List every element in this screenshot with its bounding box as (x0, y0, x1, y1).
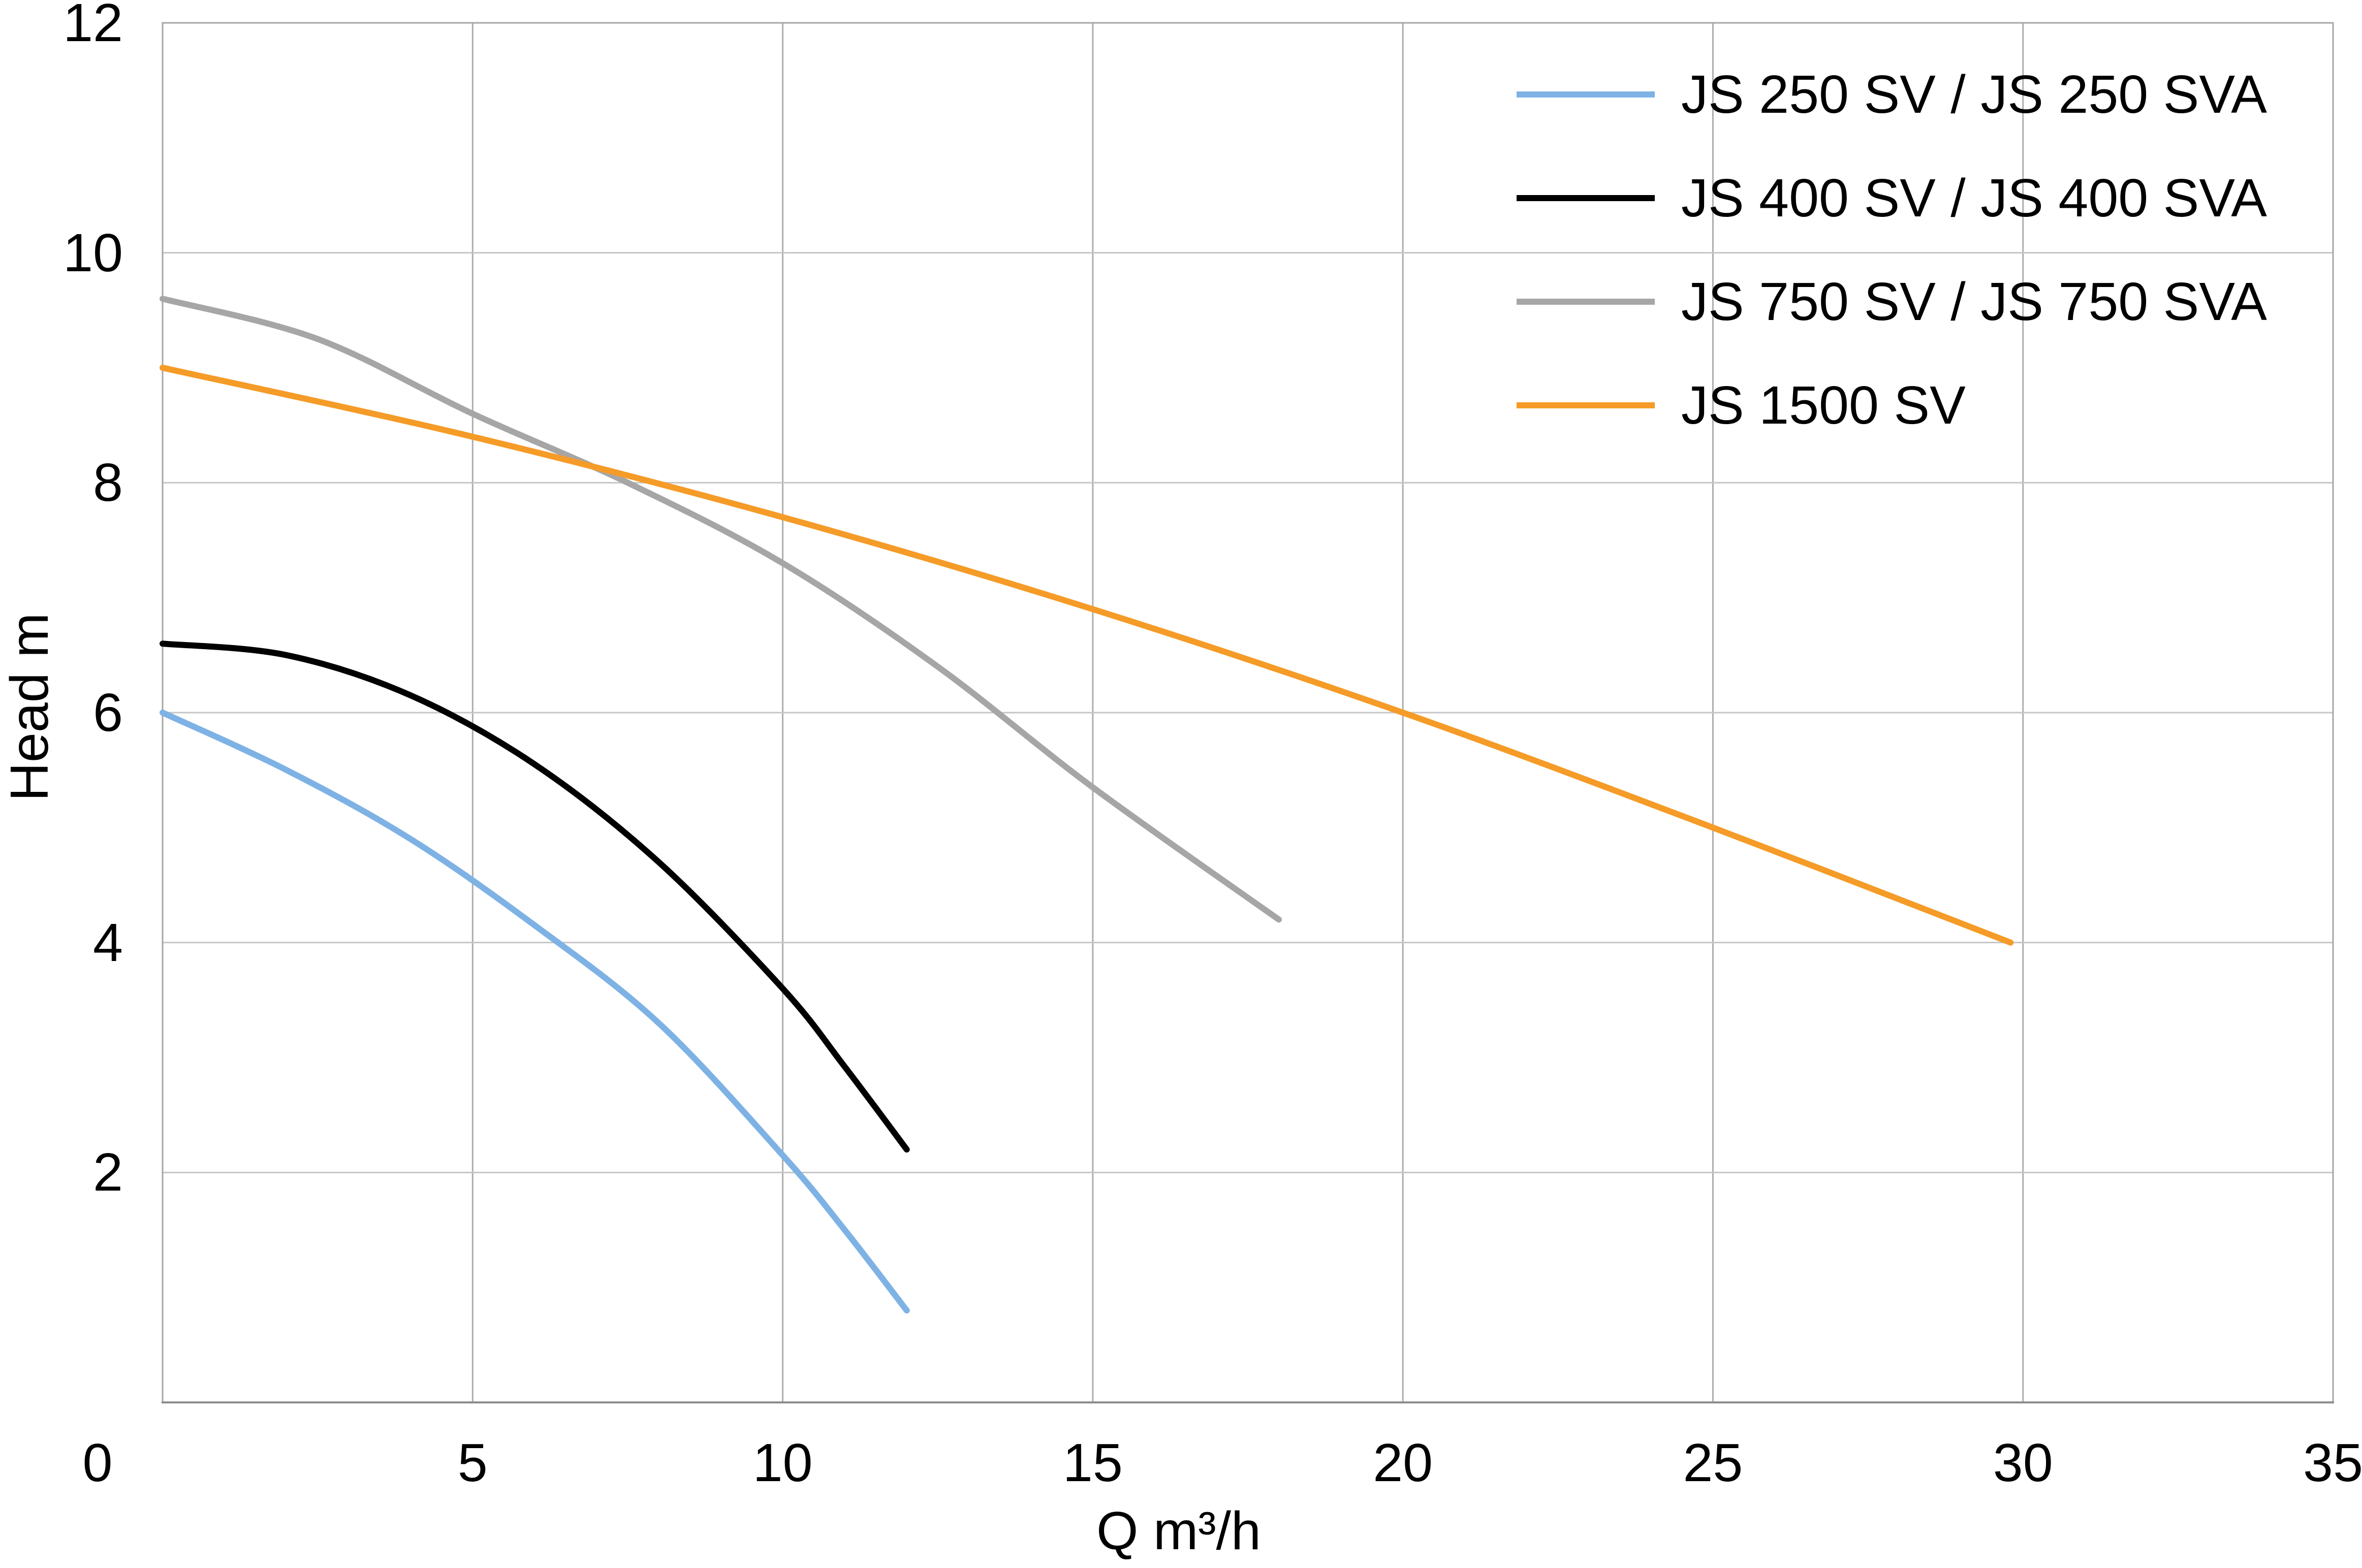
series-curve (160, 710, 910, 1314)
y-tick-label: 6 (93, 683, 123, 743)
y-tick-label: 12 (63, 0, 123, 53)
legend: JS 250 SV / JS 250 SVA JS 400 SV / JS 400… (1517, 43, 2267, 457)
legend-item: JS 400 SV / JS 400 SVA (1517, 146, 2267, 250)
y-axis-title: Head m (0, 613, 59, 802)
legend-item: JS 1500 SV (1517, 354, 2267, 457)
legend-swatch-line (1517, 299, 1655, 305)
series-curve (160, 296, 1282, 923)
x-tick-label: 15 (1062, 1433, 1123, 1493)
series-curve (160, 365, 2014, 946)
y-tick-label: 10 (63, 222, 123, 283)
x-tick-label: 0 (82, 1433, 113, 1493)
y-tick-label: 8 (93, 453, 123, 513)
legend-swatch-line (1517, 402, 1655, 408)
legend-item-label: JS 1500 SV (1681, 375, 1966, 435)
y-tick-label: 4 (93, 912, 123, 973)
x-tick-label: 35 (2303, 1433, 2362, 1493)
x-axis-title: Q m³/h (1096, 1501, 1261, 1561)
x-tick-label: 30 (1993, 1433, 2053, 1493)
legend-item: JS 750 SV / JS 750 SVA (1517, 250, 2267, 354)
legend-item-label: JS 400 SV / JS 400 SVA (1681, 168, 2267, 228)
series-curve (160, 641, 910, 1153)
x-tick-label: 5 (457, 1433, 488, 1493)
x-tick-label: 10 (752, 1433, 813, 1493)
legend-swatch-line (1517, 195, 1655, 201)
x-tick-label: 25 (1683, 1433, 1743, 1493)
legend-item: JS 250 SV / JS 250 SVA (1517, 43, 2267, 146)
x-tick-label: 20 (1373, 1433, 1433, 1493)
legend-item-label: JS 750 SV / JS 750 SVA (1681, 272, 2267, 332)
legend-swatch-line (1517, 91, 1655, 98)
y-tick-label: 2 (93, 1142, 123, 1203)
legend-item-label: JS 250 SV / JS 250 SVA (1681, 65, 2267, 124)
